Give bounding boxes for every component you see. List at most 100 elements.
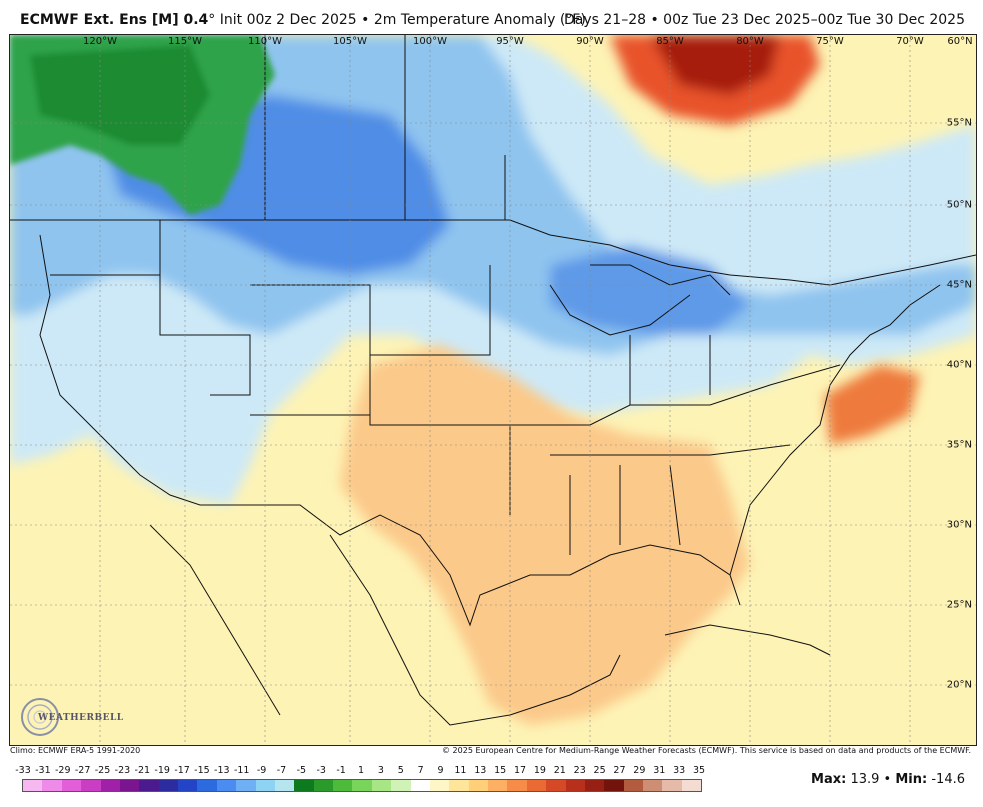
weatherbell-swirl-icon [21,698,59,736]
legend-swatch [216,780,237,791]
legend-swatch [546,780,566,791]
lat-label-25n: 25°N [946,599,972,611]
green-anomaly-region [10,35,275,215]
legend-label: 15 [494,765,507,776]
model-name: ECMWF Ext. Ens [M] 0.4 [20,12,209,28]
legend-label: -27 [74,765,91,776]
legend-swatch [178,780,198,791]
legend-label: -9 [256,765,267,776]
legend-label: 23 [573,765,586,776]
legend-label: -23 [114,765,131,776]
lon-label-90w: 90°W [576,36,604,47]
legend-label: -31 [35,765,51,776]
legend-label: -13 [214,765,230,776]
legend-swatch [42,780,62,791]
legend-label: 1 [357,765,365,776]
legend-swatch [139,780,159,791]
lon-label-105w: 105°W [333,36,367,47]
legend-swatch [119,780,140,791]
legend-label: 7 [417,765,424,776]
legend-label: 5 [397,765,404,776]
legend-label: -3 [316,765,326,776]
legend-label: 11 [454,765,467,776]
lon-label-85w: 85°W [656,36,684,47]
legend-label: -17 [174,765,190,776]
legend-label: 21 [553,765,566,776]
legend-swatch [158,780,178,791]
legend-colorbar [22,779,702,792]
legend-swatch [565,780,585,791]
legend-label: -19 [154,765,170,776]
legend-labels: -33 -31 -29 -27 -25 -23 -21 -19 -17 -15 -13 -11 -9 -7… [13,765,705,777]
legend-swatch [584,780,605,791]
min-label: Min: [895,772,928,787]
lon-label-110w: 110°W [248,36,282,47]
weatherbell-logo: WEATHERBELL [18,695,123,739]
init-text: ° Init 00z 2 Dec 2025 • 2m Temperature A… [208,12,586,28]
legend-swatch [526,780,547,791]
legend-label: -1 [336,765,346,776]
warm-anomaly-canada [610,35,820,125]
lat-label-35n: 35°N [946,439,972,451]
lat-label-40n: 40°N [946,359,972,371]
legend-swatch [255,780,275,791]
lat-label-20n: 20°N [946,679,972,691]
cool-anomaly-region [10,35,976,505]
legend-label: -7 [276,765,287,776]
lat-label-50n: 50°N [946,199,972,211]
legend-label: -25 [94,765,111,776]
legend-swatch [662,780,682,791]
lat-label-55n: 55°N [946,117,972,129]
climo-note: Climo: ECMWF ERA-5 1991-2020 [10,746,141,755]
legend-swatch [410,780,430,791]
max-label: Max: [811,772,847,787]
legend-swatch [352,780,372,791]
legend-label: 31 [653,765,666,776]
legend-swatch [604,780,624,791]
logo-text: WEATHERBELL [38,713,124,723]
warm-anomaly-south [340,345,750,725]
legend-label: 27 [613,765,626,776]
legend-label: -15 [194,765,210,776]
legend-swatch [23,780,43,791]
max-min-stats: Max: 13.9 • Min: -14.6 [811,772,965,787]
legend-swatch [333,780,353,791]
warm-anomaly-atlantic [825,365,920,445]
lon-label-70w: 70°W [896,36,924,47]
max-value: 13.9 [850,772,880,787]
legend-label: 19 [533,765,546,776]
legend-label: -11 [233,765,250,776]
lat-label-30n: 30°N [946,519,972,531]
legend-swatch [61,780,82,791]
lat-label-45n: 45°N [946,279,972,291]
legend-swatch [623,780,643,791]
valid-period: Days 21–28 • 00z Tue 23 Dec 2025–00z Tue… [564,12,965,28]
legend-swatch [429,780,450,791]
lon-label-115w: 115°W [168,36,202,47]
lat-label-60n: 60°N [947,36,973,47]
map-canvas [10,35,976,745]
legend-label: 3 [377,765,384,776]
legend-swatch [468,780,488,791]
legend-label: 29 [633,765,646,776]
legend-swatch [294,780,314,791]
min-value: -14.6 [931,772,965,787]
legend-label: 13 [474,765,487,776]
legend-label: -29 [54,765,71,776]
legend-swatch [197,780,217,791]
legend-label: 17 [514,765,527,776]
legend-swatch [313,780,333,791]
legend-swatch [81,780,101,791]
map-title: ECMWF Ext. Ens [M] 0.4° Init 00z 2 Dec 2… [20,12,586,28]
graticule [10,35,976,745]
legend-label: -21 [134,765,151,776]
legend-swatch [681,780,702,791]
legend-label: -5 [296,765,307,776]
copyright-note: © 2025 European Centre for Medium-Range … [442,746,971,755]
temperature-anomaly-map[interactable]: 120°W 115°W 110°W 105°W 100°W 95°W 90°W … [9,34,977,746]
legend-swatch [371,780,392,791]
legend-swatch [236,780,256,791]
legend-swatch [643,780,663,791]
legend-swatch [391,780,411,791]
legend-label: -33 [15,765,31,776]
